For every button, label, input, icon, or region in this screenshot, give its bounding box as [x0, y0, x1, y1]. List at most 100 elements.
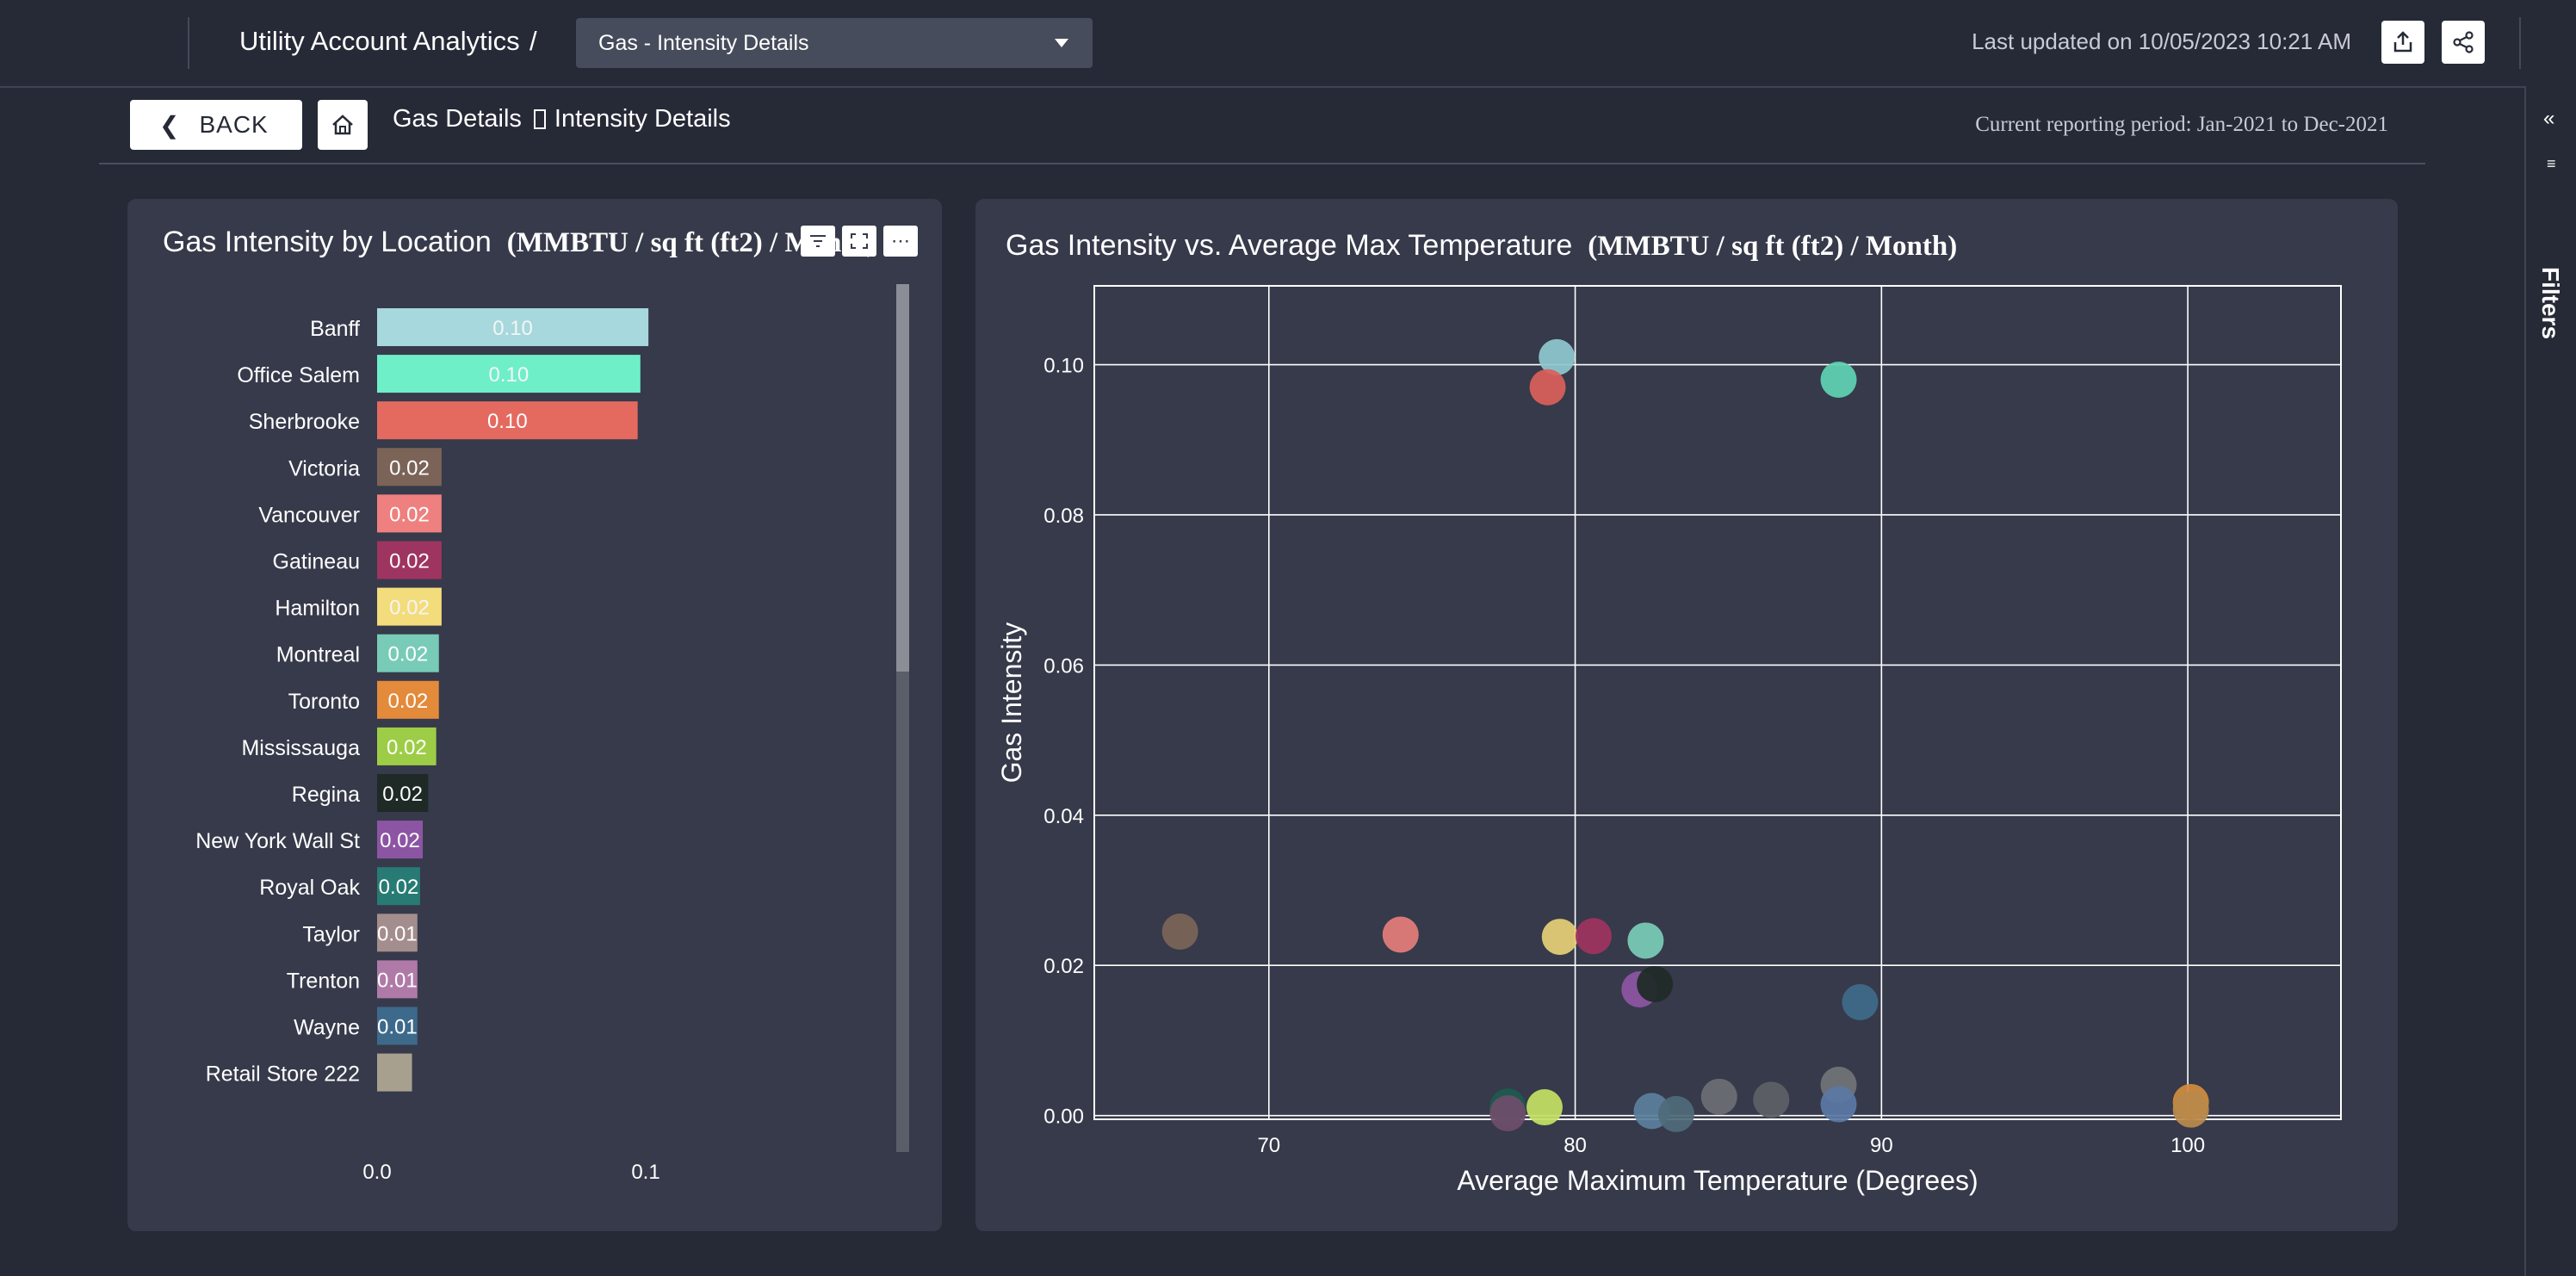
bar-data-label: 0.02 [379, 876, 419, 899]
divider [99, 163, 2425, 164]
reporting-period: Current reporting period: Jan-2021 to De… [1975, 113, 2388, 136]
focus-mode-icon [851, 233, 868, 249]
back-label: BACK [199, 111, 269, 138]
scatter-point[interactable] [1161, 913, 1198, 950]
scatter-point[interactable] [1382, 916, 1419, 953]
bar[interactable] [377, 401, 638, 440]
view-select[interactable]: Gas - Intensity Details [576, 18, 1093, 68]
bar-chart: Banff 0.10 Office Salem 0.10 Sherbrooke 0.10 V… [195, 284, 909, 1184]
bar[interactable] [377, 634, 439, 672]
scatter-point[interactable] [1529, 369, 1566, 406]
bar[interactable] [377, 1007, 418, 1045]
plot-frame [1093, 285, 2342, 1120]
bar[interactable] [377, 727, 437, 765]
breadcrumb-item-gas-details[interactable]: Gas Details [393, 105, 522, 133]
last-updated: Last updated on 10/05/2023 10:21 AM [1972, 28, 2351, 54]
scatter-point[interactable] [1539, 338, 1576, 375]
bar[interactable] [377, 960, 418, 999]
x-tick-label: 80 [1564, 1134, 1587, 1157]
bar[interactable] [377, 308, 649, 346]
bar-data-label: 0.01 [377, 922, 418, 945]
bar[interactable] [377, 541, 442, 579]
filter-button[interactable] [801, 226, 835, 257]
filters-label[interactable]: Filters [2537, 267, 2564, 340]
bar[interactable] [377, 821, 424, 859]
bar-data-label: 0.02 [389, 550, 430, 573]
bar-category-label: Wayne [294, 1016, 360, 1040]
left-panel-title-text: Gas Intensity by Location [163, 226, 492, 258]
bar-category-label: Retail Store 222 [206, 1062, 360, 1087]
bar[interactable] [377, 587, 442, 626]
x-tick-label: 0.1 [631, 1161, 659, 1184]
bar-data-label: 0.01 [377, 969, 418, 992]
export-icon [2393, 31, 2412, 53]
scatter-layer: 70 80 90 100 0.00 0.02 0.04 0.06 0.08 0.10 Average… [996, 285, 2342, 1196]
home-button[interactable] [318, 100, 368, 150]
export-button[interactable] [2381, 21, 2424, 64]
bar[interactable] [377, 1053, 412, 1092]
scatter-point[interactable] [1842, 983, 1879, 1020]
more-options-button[interactable]: ⋯ [883, 226, 918, 257]
bar-category-label: Toronto [288, 690, 360, 714]
bar-data-label: 0.02 [387, 736, 427, 759]
focus-mode-button[interactable] [842, 226, 876, 257]
scatter-point[interactable] [1637, 966, 1674, 1003]
scrollbar-thumb[interactable] [896, 284, 909, 672]
title-separator: / [529, 26, 537, 56]
scatter-point[interactable] [1657, 1095, 1694, 1132]
bar[interactable] [377, 774, 429, 812]
bar-category-label: Gatineau [273, 550, 360, 574]
bar-data-label: 0.10 [487, 410, 528, 433]
bar-data-label: 0.10 [489, 363, 529, 387]
bar[interactable] [377, 680, 439, 719]
scatter-point[interactable] [1820, 1086, 1857, 1123]
bar[interactable] [377, 494, 442, 533]
scatter-point[interactable] [1700, 1078, 1737, 1115]
double-chevron-left-icon[interactable]: « [2543, 107, 2555, 130]
bar-category-label: Royal Oak [259, 876, 360, 900]
scatter-point[interactable] [1753, 1081, 1790, 1118]
right-panel-unit: (MMBTU / sq ft (ft2) / Month) [1588, 231, 1958, 262]
scatter-chart: 70 80 90 100 0.00 0.02 0.04 0.06 0.08 0.10 Average… [996, 285, 2342, 1196]
scatter-point[interactable] [1820, 362, 1857, 399]
bar[interactable] [377, 448, 442, 486]
scatter-point[interactable] [1526, 1089, 1563, 1126]
y-tick-label: 0.00 [1043, 1106, 1084, 1129]
bar-data-label: 0.02 [389, 456, 430, 480]
gas-intensity-vs-temperature-panel [975, 199, 2398, 1231]
app-title: Utility Account Analytics [239, 26, 520, 56]
scatter-point[interactable] [1541, 919, 1578, 956]
chevron-left-icon: ❮ [159, 111, 181, 139]
scatter-point[interactable] [1489, 1095, 1526, 1132]
divider [2519, 17, 2521, 69]
scatter-point[interactable] [1575, 918, 1612, 955]
bar-category-label: Trenton [287, 969, 360, 993]
x-axis-label: Average Maximum Temperature (Degrees) [1457, 1165, 1978, 1196]
bar[interactable] [377, 355, 641, 393]
bar[interactable] [377, 867, 420, 906]
y-tick-label: 0.06 [1043, 654, 1084, 678]
filter-icon [810, 235, 826, 247]
filter-icon: ≡ [2547, 155, 2556, 172]
y-tick-label: 0.04 [1043, 805, 1084, 828]
back-button[interactable]: ❮ BACK [130, 100, 302, 150]
caret-down-icon [1055, 39, 1068, 47]
bar-data-label: 0.02 [382, 783, 423, 806]
y-tick-label: 0.02 [1043, 955, 1084, 978]
more-options-icon: ⋯ [891, 230, 910, 251]
bar[interactable] [377, 914, 418, 952]
share-button[interactable] [2442, 21, 2485, 64]
y-tick-label: 0.10 [1043, 355, 1084, 378]
bar-category-label: Mississauga [241, 736, 360, 760]
left-panel-title: Gas Intensity by Location (MMBTU / sq ft … [163, 226, 876, 259]
bar-category-label: Sherbrooke [249, 410, 360, 434]
bar-data-label: 0.02 [380, 829, 420, 852]
bar-category-label: Vancouver [258, 503, 360, 527]
divider [188, 17, 189, 69]
filters-rail[interactable]: « ≡ Filters [2524, 86, 2576, 1276]
scatter-point[interactable] [1627, 922, 1664, 959]
bar-category-label: Montreal [276, 643, 360, 667]
view-select-value: Gas - Intensity Details [598, 31, 809, 55]
top-bar: Utility Account Analytics / Gas - Intens… [0, 0, 2576, 88]
scatter-point[interactable] [2172, 1091, 2209, 1128]
